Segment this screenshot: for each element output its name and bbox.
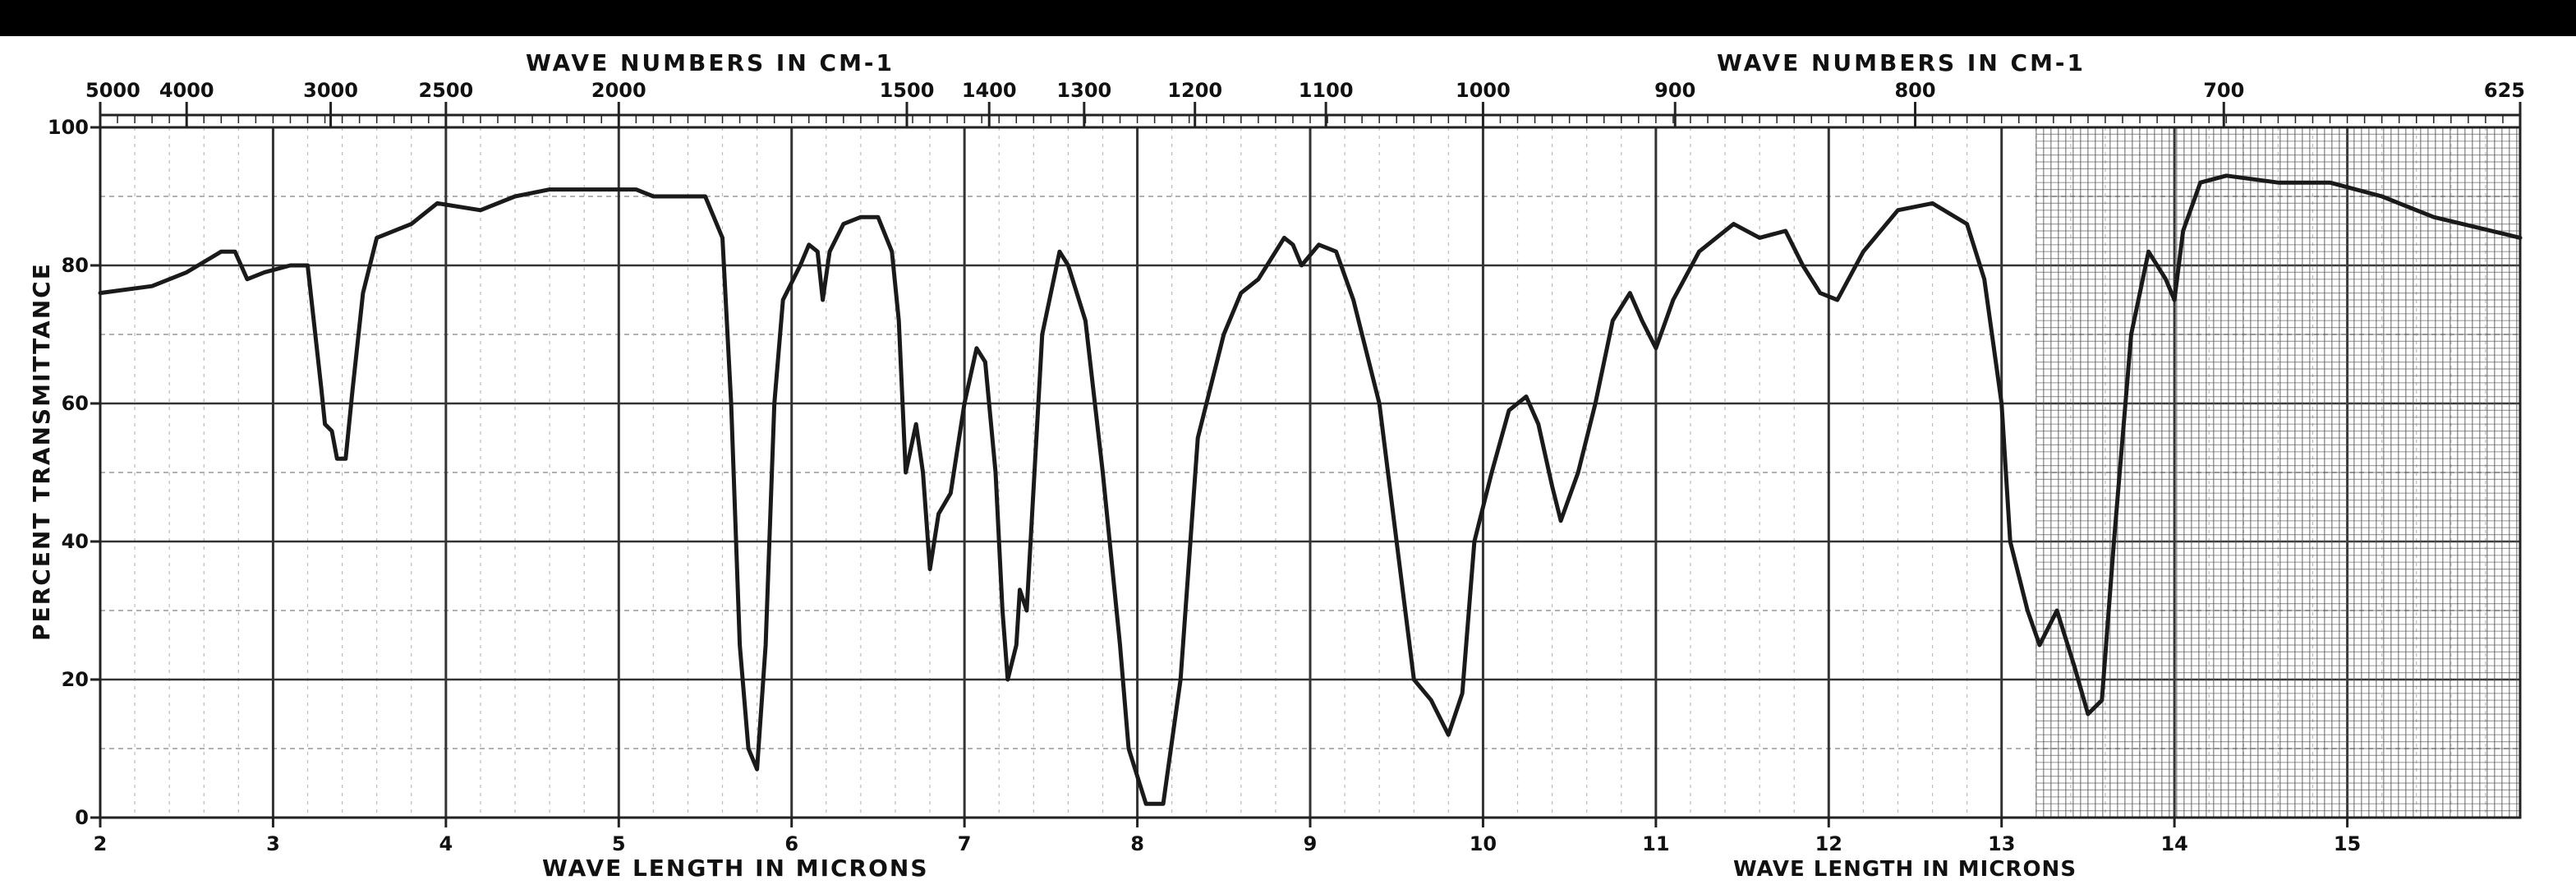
x-tick-label: 10 — [1470, 832, 1497, 855]
x-tick-label: 14 — [2160, 832, 2187, 855]
top-wavenumber-axis: 5000 4000 3000 2500 2000 1500 1400 1300 1200 1100… — [85, 79, 2525, 127]
x-tick-label: 13 — [1988, 832, 2015, 855]
top-tick-label: 3000 — [303, 79, 358, 102]
x-tick-label: 3 — [266, 832, 280, 855]
dense-grid-region — [2036, 127, 2520, 818]
x-tick-label: 15 — [2334, 832, 2361, 855]
spectrum-series-line — [98, 173, 2523, 806]
top-tick-label: 1100 — [1299, 79, 1354, 102]
y-axis-title: PERCENT TRANSMITTANCE — [28, 262, 55, 641]
top-tick-label: 625 — [2484, 79, 2525, 102]
y-tick-label: 0 — [75, 806, 89, 829]
top-axis-title-left: WAVE NUMBERS IN CM-1 — [526, 49, 895, 76]
x-tick-label: 7 — [958, 832, 972, 855]
x-tick-label: 5 — [612, 832, 626, 855]
x-tick-label: 2 — [94, 832, 108, 855]
x-tick-label: 11 — [1642, 832, 1669, 855]
y-tick-label: 100 — [48, 116, 89, 139]
y-tick-label: 40 — [62, 530, 89, 553]
top-tick-label: 4000 — [159, 79, 214, 102]
x-tick-label: 6 — [784, 832, 798, 855]
x-tick-label: 8 — [1130, 832, 1144, 855]
y-tick-label: 80 — [62, 254, 89, 277]
top-tick-label: 800 — [1894, 79, 1935, 102]
top-tick-label: 900 — [1654, 79, 1695, 102]
top-tick-label: 1300 — [1056, 79, 1111, 102]
x-tick-label: 4 — [439, 832, 453, 855]
y-tick-label: 60 — [62, 392, 89, 415]
top-tick-label: 5000 — [85, 79, 140, 102]
top-tick-label: 2000 — [591, 79, 646, 102]
x-axis-title-right: WAVE LENGTH IN MICRONS — [1733, 857, 2077, 882]
top-tick-label: 2500 — [418, 79, 473, 102]
top-dark-border — [0, 0, 2576, 36]
x-tick-label: 12 — [1815, 832, 1842, 855]
top-tick-label: 1200 — [1167, 79, 1222, 102]
top-tick-label: 1400 — [962, 79, 1017, 102]
x-tick-label: 9 — [1304, 832, 1318, 855]
x-axis-title: WAVE LENGTH IN MICRONS — [542, 855, 929, 882]
top-tick-label: 1500 — [880, 79, 935, 102]
top-tick-label: 1000 — [1456, 79, 1511, 102]
y-axis-ticks: 100 80 60 40 20 0 — [48, 116, 100, 829]
top-axis-title-right: WAVE NUMBERS IN CM-1 — [1717, 49, 2086, 76]
major-grid — [100, 127, 2520, 818]
top-tick-label: 700 — [2203, 79, 2244, 102]
x-axis-ticks: 2 3 4 5 6 7 8 9 10 11 12 13 14 15 — [94, 818, 2361, 855]
y-tick-label: 20 — [62, 668, 89, 691]
